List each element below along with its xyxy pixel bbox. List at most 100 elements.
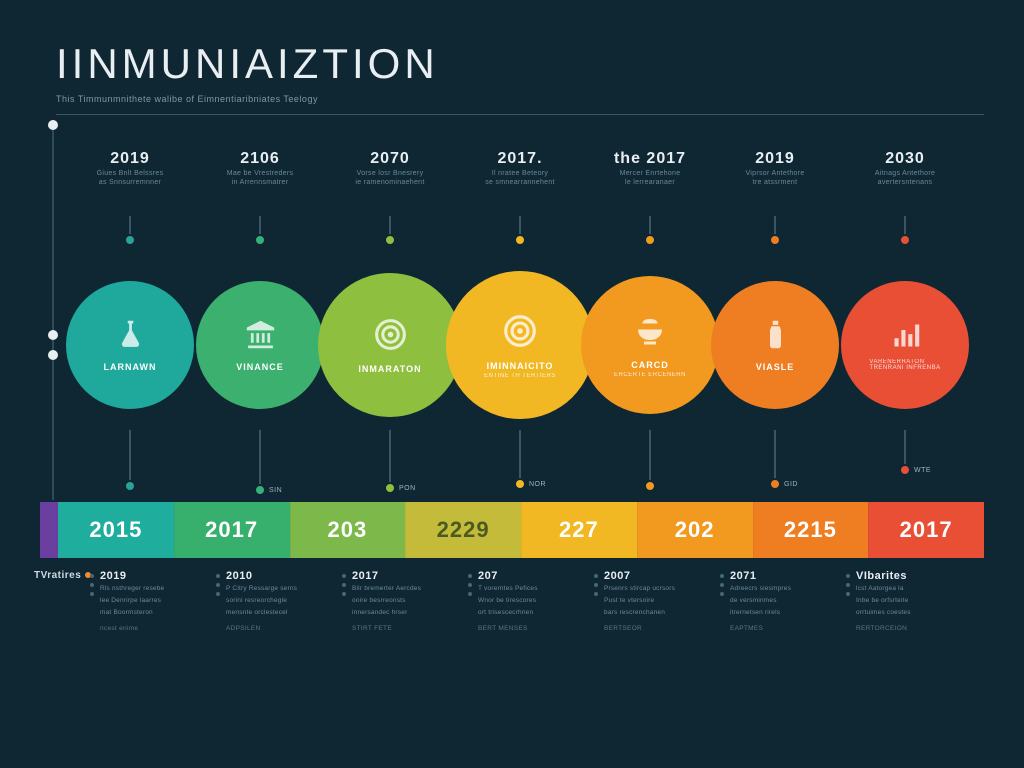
bank-icon: [244, 318, 277, 356]
top-label-line: as Snnsurremnner: [70, 179, 190, 186]
bottom-item-line: bars rescrenchanen: [604, 609, 730, 618]
drop-tag: GID: [784, 481, 798, 488]
drop-lines: SIN PON NOR GID WTE: [0, 430, 1024, 500]
year-bar: 20152017203222922720222152017: [40, 502, 984, 558]
bar-segment: 2015: [58, 502, 174, 558]
top-label-year: 2019: [715, 150, 835, 168]
bottom-item-line: itrernetsen rirels: [730, 609, 856, 618]
pin-icon: [898, 216, 912, 246]
top-year-labels: 2019 Giues Bnlt Belssres as Snnsurremnne…: [0, 150, 1024, 210]
bottom-item-footer: BERT MENSES: [478, 625, 604, 632]
bar-segment: 2215: [753, 502, 869, 558]
pin-icon: [768, 216, 782, 246]
target-icon: [372, 316, 409, 358]
pin-icon: [383, 216, 397, 246]
bottom-item: 2007 Prsenrs stircap ucrsors Pust te vter…: [604, 570, 730, 632]
top-label-year: 2070: [330, 150, 450, 168]
bottom-item-heading: 2017: [352, 570, 478, 582]
bottle-icon: [759, 318, 792, 356]
bottom-item-footer: ncest enime: [100, 625, 226, 632]
pin-icon: [643, 216, 657, 246]
top-label: 2070 Vorse losr Bnesrery ie ramenominaeh…: [330, 150, 450, 186]
bottom-item-line: mat Boormsteron: [100, 609, 226, 618]
bottom-item-footer: RERTORCEION: [856, 625, 982, 632]
bar-segment: 2017: [868, 502, 984, 558]
bottom-item-line: innersandec hrser: [352, 609, 478, 618]
top-label-line: Vorse losr Bnesrery: [330, 170, 450, 177]
circle-label: IMINNAICITO: [487, 361, 554, 371]
timeline-circle: VIASLE: [711, 281, 839, 409]
top-label-line: ie ramenominaehent: [330, 179, 450, 186]
pin-icon: [123, 216, 137, 246]
drop-line: PON: [389, 430, 391, 488]
target-icon: [501, 312, 539, 355]
drop-line: [129, 430, 131, 486]
top-label: the 2017 Mercer Enrtehone le lerrearanae…: [590, 150, 710, 186]
top-label-line: Mae be Vrestreders: [200, 170, 320, 177]
bottom-item-heading: 2019: [100, 570, 226, 582]
circle-sublabel: ERCERTE ERCENERN: [614, 372, 686, 378]
top-label: 2017. Il nratee Beteory se smnearrannehe…: [460, 150, 580, 186]
bar-segment: 227: [521, 502, 637, 558]
bar-segment: 202: [637, 502, 753, 558]
bottom-item-heading: 2010: [226, 570, 352, 582]
top-label: 2030 Aitnags Antethore avertersntenans: [845, 150, 965, 186]
bottom-item-line: Pust te vtersoire: [604, 597, 730, 606]
top-label-line: tre atssrment: [715, 179, 835, 186]
top-label-line: avertersntenans: [845, 179, 965, 186]
top-label-year: the 2017: [590, 150, 710, 168]
bottom-item-heading: 2071: [730, 570, 856, 582]
page-subtitle: This Timmunmnithete walibe of Eimnentiar…: [56, 94, 984, 104]
bottom-item: 207 T vorerntes Pefices Wnor be tirescore…: [478, 570, 604, 632]
bar-segment: 203: [290, 502, 406, 558]
top-label-line: Il nratee Beteory: [460, 170, 580, 177]
bottom-item-line: Wnor be tirescores: [478, 597, 604, 606]
timeline-circle: VARENERRATONTRENRANI INFRENBA: [841, 281, 969, 409]
bottom-item-line: P Citry Ressarge serns: [226, 585, 352, 594]
bottom-item-heading: 2007: [604, 570, 730, 582]
top-label-year: 2019: [70, 150, 190, 168]
bottom-item-line: lcst Aatorgea la: [856, 585, 982, 594]
pin-icon: [513, 216, 527, 246]
bottom-item: 2017 Bilr bremerter Aercdesonire besrreo…: [352, 570, 478, 632]
top-label-line: se smnearrannehent: [460, 179, 580, 186]
drop-line: NOR: [519, 430, 521, 484]
circle-sublabel: VARENERRATONTRENRANI INFRENBA: [869, 359, 940, 371]
top-label: 2106 Mae be Vrestreders in Arrennsmatrer: [200, 150, 320, 186]
top-label-line: le lerrearanaer: [590, 179, 710, 186]
bottom-item-line: Prsenrs stircap ucrsors: [604, 585, 730, 594]
circle-label: VINANCE: [236, 362, 284, 372]
top-label-line: Viprsor Antethore: [715, 170, 835, 177]
drop-line: [649, 430, 651, 486]
top-label-line: Aitnags Antethore: [845, 170, 965, 177]
flask-icon: [114, 318, 147, 356]
pin-row: [0, 216, 1024, 246]
bottom-item-footer: BERTSEOR: [604, 625, 730, 632]
drop-tag: SIN: [269, 487, 282, 494]
drop-tag: WTE: [914, 467, 931, 474]
circle-row: LARNAWN VINANCE INMARATON IMINNAICITOENTINE…: [0, 250, 1024, 440]
page-title: IINMUNIAIZTION: [56, 40, 984, 88]
bottom-item-heading: 207: [478, 570, 604, 582]
infographic-canvas: IINMUNIAIZTION This Timmunmnithete walib…: [0, 0, 1024, 768]
timeline-circle: LARNAWN: [66, 281, 194, 409]
circle-label: INMARATON: [358, 364, 421, 374]
bottom-item-line: mensnte orclestecel: [226, 609, 352, 618]
bottom-item-footer: ADPSILEN: [226, 625, 352, 632]
bottom-item-line: T vorerntes Pefices: [478, 585, 604, 594]
bottom-item-line: Rls nsthreger resebe: [100, 585, 226, 594]
bottom-item-line: onire besrreonsts: [352, 597, 478, 606]
bottom-item-line: de versminmes: [730, 597, 856, 606]
bottom-item-line: ort trisescecrhnen: [478, 609, 604, 618]
top-label-year: 2030: [845, 150, 965, 168]
bars-icon: [889, 319, 922, 357]
timeline-circle: IMINNAICITOENTINE TH TERTIERS: [446, 271, 594, 419]
bottom-item-heading: VIbarites: [856, 570, 982, 582]
bar-segment: 2229: [405, 502, 521, 558]
timeline-circle: INMARATON: [318, 273, 462, 417]
timeline-circle: CARCDERCERTE ERCENERN: [581, 276, 719, 414]
top-label: 2019 Giues Bnlt Belssres as Snnsurremnne…: [70, 150, 190, 186]
bottom-left-tag: TVratires: [34, 570, 91, 581]
drop-tag: NOR: [529, 481, 546, 488]
top-label-year: 2106: [200, 150, 320, 168]
